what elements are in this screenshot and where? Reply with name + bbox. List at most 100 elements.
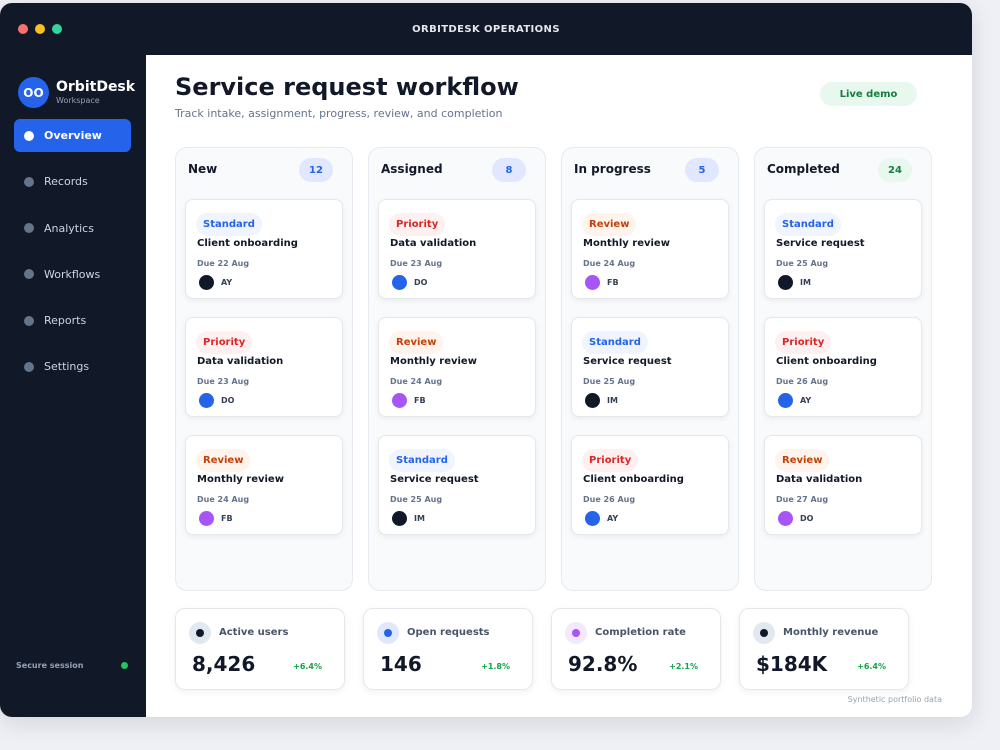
task-assignee: AY	[585, 511, 618, 526]
brand-logo: OO	[18, 77, 49, 108]
stat-card-open-requests: Open requests 146 +1.8%	[363, 608, 533, 690]
task-tag: Priority	[775, 331, 832, 354]
task-assignee: DO	[199, 393, 234, 408]
avatar	[392, 275, 407, 290]
sidebar: OO OrbitDesk Workspace Overview Records An…	[0, 55, 146, 717]
task-title: Client onboarding	[776, 356, 877, 367]
task-card[interactable]: Standard Service request Due 25 Aug IM	[378, 435, 536, 535]
task-assignee: IM	[585, 393, 618, 408]
nav-dot-icon	[24, 269, 34, 280]
avatar	[778, 511, 793, 526]
page-subtitle: Track intake, assignment, progress, revi…	[175, 107, 503, 120]
requests-icon	[377, 622, 399, 644]
sidebar-item-label: Records	[44, 175, 88, 189]
sidebar-item-label: Reports	[44, 314, 87, 328]
users-icon-dot	[196, 629, 204, 637]
minimize-window-button[interactable]	[35, 24, 45, 34]
task-due-date: Due 24 Aug	[197, 495, 250, 504]
stat-delta: +1.8%	[481, 662, 510, 671]
task-title: Monthly review	[390, 356, 477, 367]
task-card[interactable]: Priority Client onboarding Due 26 Aug AY	[571, 435, 729, 535]
task-card[interactable]: Standard Service request Due 25 Aug IM	[764, 199, 922, 299]
session-status-icon	[121, 662, 128, 669]
stat-label: Active users	[219, 627, 289, 638]
sidebar-item-settings[interactable]: Settings	[14, 350, 131, 383]
sidebar-item-analytics[interactable]: Analytics	[14, 212, 131, 245]
task-due-date: Due 24 Aug	[390, 377, 443, 386]
task-title: Data validation	[197, 356, 284, 367]
close-window-button[interactable]	[18, 24, 28, 34]
assignee-initials: FB	[414, 396, 426, 405]
stat-card-active-users: Active users 8,426 +6.4%	[175, 608, 345, 690]
assignee-initials: AY	[607, 514, 619, 523]
avatar	[199, 275, 214, 290]
task-due-date: Due 25 Aug	[390, 495, 443, 504]
avatar	[778, 275, 793, 290]
assignee-initials: DO	[800, 514, 814, 523]
task-tag: Review	[196, 449, 251, 472]
task-card[interactable]: Review Data validation Due 27 Aug DO	[764, 435, 922, 535]
avatar	[392, 511, 407, 526]
title-bar: ORBITDESK OPERATIONS	[0, 3, 972, 55]
revenue-icon	[753, 622, 775, 644]
column-title: In progress	[574, 162, 651, 176]
task-title: Service request	[390, 474, 479, 485]
task-card[interactable]: Review Monthly review Due 24 Aug FB	[571, 199, 729, 299]
sidebar-item-label: Analytics	[44, 221, 94, 235]
task-title: Client onboarding	[583, 474, 684, 485]
secure-session-label: Secure session	[16, 661, 84, 670]
stat-label: Completion rate	[595, 627, 686, 638]
brand-name: OrbitDesk	[56, 78, 136, 95]
sidebar-item-reports[interactable]: Reports	[14, 304, 131, 337]
task-due-date: Due 26 Aug	[583, 495, 636, 504]
assignee-initials: DO	[414, 278, 428, 287]
task-card[interactable]: Review Monthly review Due 24 Aug FB	[185, 435, 343, 535]
task-assignee: FB	[392, 393, 426, 408]
sidebar-item-records[interactable]: Records	[14, 165, 131, 198]
requests-icon-dot	[384, 629, 392, 637]
task-title: Data validation	[776, 474, 863, 485]
task-due-date: Due 23 Aug	[390, 259, 443, 268]
stat-label: Open requests	[407, 627, 490, 638]
task-tag: Standard	[196, 213, 262, 236]
task-card[interactable]: Review Monthly review Due 24 Aug FB	[378, 317, 536, 417]
stat-delta: +6.4%	[293, 662, 322, 671]
task-title: Monthly review	[197, 474, 284, 485]
live-demo-badge[interactable]: Live demo	[820, 82, 917, 106]
task-card[interactable]: Standard Service request Due 25 Aug IM	[571, 317, 729, 417]
maximize-window-button[interactable]	[52, 24, 62, 34]
completion-icon-dot	[572, 629, 580, 637]
avatar	[199, 393, 214, 408]
sidebar-item-overview[interactable]: Overview	[14, 119, 131, 152]
sidebar-item-workflows[interactable]: Workflows	[14, 258, 131, 291]
window-title: ORBITDESK OPERATIONS	[412, 23, 560, 35]
task-assignee: FB	[199, 511, 233, 526]
task-title: Service request	[776, 238, 865, 249]
avatar	[585, 511, 600, 526]
task-card[interactable]: Priority Client onboarding Due 26 Aug AY	[764, 317, 922, 417]
users-icon	[189, 622, 211, 644]
task-card[interactable]: Priority Data validation Due 23 Aug DO	[185, 317, 343, 417]
sidebar-item-label: Workflows	[44, 267, 101, 281]
task-due-date: Due 22 Aug	[197, 259, 250, 268]
stat-delta: +6.4%	[857, 662, 886, 671]
task-assignee: IM	[392, 511, 425, 526]
nav-dot-icon	[24, 361, 34, 372]
task-assignee: AY	[199, 275, 232, 290]
avatar	[585, 393, 600, 408]
task-tag: Priority	[196, 331, 253, 354]
task-title: Monthly review	[583, 238, 670, 249]
task-card[interactable]: Standard Client onboarding Due 22 Aug AY	[185, 199, 343, 299]
task-tag: Review	[775, 449, 830, 472]
secure-session: Secure session	[16, 661, 128, 670]
assignee-initials: AY	[800, 396, 812, 405]
task-due-date: Due 23 Aug	[197, 377, 250, 386]
task-tag: Priority	[389, 213, 446, 236]
nav-dot-icon	[24, 223, 34, 234]
task-card[interactable]: Priority Data validation Due 23 Aug DO	[378, 199, 536, 299]
main-content: Service request workflow Track intake, a…	[146, 55, 972, 717]
brand[interactable]: OO OrbitDesk Workspace	[18, 77, 135, 108]
column-new: New 12 Standard Client onboarding Due 22 Aug…	[175, 147, 353, 591]
column-count-badge: 24	[878, 158, 912, 182]
nav-dot-icon	[24, 176, 34, 187]
